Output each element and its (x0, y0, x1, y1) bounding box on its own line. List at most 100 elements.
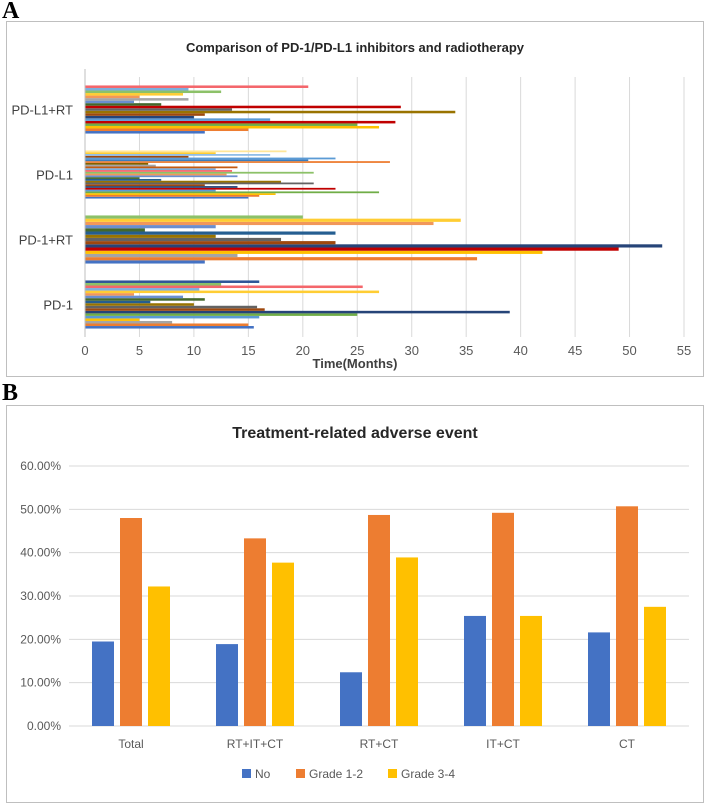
chart-a-bar (85, 300, 151, 304)
chart-a-bar (85, 177, 140, 179)
chart-a-bar (85, 315, 260, 319)
chart-a-x-axis-label: Time(Months) (313, 356, 398, 371)
chart-a-bar (85, 303, 194, 306)
chart-b-bar-grade-1-2 (368, 514, 390, 726)
chart-b-bar-grade-3-4 (272, 562, 294, 726)
chart-a-bar (85, 187, 336, 190)
chart-a-bar (85, 161, 390, 163)
chart-a-bar (85, 98, 189, 101)
chart-b: Treatment-related adverse event 0.00% 10.0… (20, 425, 689, 781)
chart-b-y-tick-label: 60.00% (20, 459, 61, 473)
panel-a-letter: A (2, 0, 20, 24)
chart-a-bar (85, 282, 222, 286)
chart-a-bar (85, 95, 140, 99)
chart-a-category-label: PD-1 (43, 298, 73, 313)
chart-a-bar (85, 128, 249, 132)
chart-a-bar (85, 310, 510, 314)
chart-a-bar (85, 318, 140, 321)
chart-a-bar (85, 228, 145, 232)
chart-a-bar (85, 253, 238, 258)
chart-b-y-tick-label: 0.00% (27, 719, 61, 733)
chart-a-category-label: PD-L1 (36, 168, 73, 183)
chart-a-bar (85, 93, 184, 96)
chart-a-bar (85, 118, 271, 121)
chart-a-bar (85, 323, 249, 327)
chart-a: Comparison of PD-1/PD-L1 inhibitors and … (11, 40, 691, 371)
chart-a-bar (85, 159, 309, 162)
chart-a-x-tick-label: 15 (241, 343, 255, 358)
chart-b-bar-grade-1-2 (616, 506, 638, 726)
chart-a-bar (85, 157, 336, 160)
chart-a-x-tick-label: 35 (459, 343, 473, 358)
chart-a-bar (85, 155, 189, 158)
chart-a-bar (85, 108, 233, 111)
chart-a-x-tick-label: 55 (677, 343, 691, 358)
chart-a-bar (85, 225, 216, 229)
chart-a-bar (85, 168, 216, 171)
chart-b-bar-grade-3-4 (520, 615, 542, 726)
chart-a-bar (85, 170, 233, 172)
chart-a-bar (85, 182, 314, 185)
chart-a-bar (85, 280, 260, 283)
chart-a-bar (85, 186, 238, 188)
chart-b-category-label: Total (118, 737, 143, 751)
chart-a-bar (85, 173, 227, 176)
chart-b-y-tick-label: 20.00% (20, 632, 61, 646)
chart-a-bar (85, 244, 663, 248)
chart-a-bar (85, 250, 543, 254)
chart-b-legend-swatch (388, 769, 397, 778)
chart-a-bar (85, 194, 260, 197)
chart-b-bar-grade-3-4 (148, 586, 170, 726)
chart-b-category-label: IT+CT (486, 737, 520, 751)
chart-a-x-tick-label: 50 (622, 343, 636, 358)
chart-a-x-tick-label: 20 (296, 343, 310, 358)
chart-b-frame: Treatment-related adverse event 0.00% 10.0… (6, 405, 704, 803)
chart-a-bar (85, 171, 314, 174)
chart-b-bar-no (92, 641, 114, 726)
chart-a-bar (85, 290, 380, 294)
chart-a-bar (85, 241, 336, 245)
chart-a-bar (85, 166, 238, 169)
chart-a-bar (85, 85, 309, 88)
chart-a-x-tick-label: 30 (404, 343, 418, 358)
chart-a-bar (85, 257, 478, 261)
chart-b-title: Treatment-related adverse event (232, 425, 478, 442)
chart-a-bar (85, 175, 238, 178)
chart-a-x-tick-label: 40 (513, 343, 527, 358)
chart-a-bar (85, 189, 216, 192)
chart-b-bar-grade-1-2 (492, 512, 514, 726)
chart-a-bar (85, 178, 162, 181)
chart-a-bar (85, 247, 619, 251)
chart-a-category-label: PD-1+RT (19, 233, 73, 248)
chart-a-bar (85, 184, 205, 187)
chart-b-legend-swatch (296, 769, 305, 778)
chart-a-bar (85, 125, 380, 129)
chart-b-bar-grade-1-2 (120, 518, 142, 726)
chart-a-category-label: PD-L1+RT (11, 103, 73, 118)
chart-a-bar (85, 293, 135, 296)
chart-b-bar-grade-3-4 (396, 557, 418, 726)
chart-a-bar (85, 305, 258, 309)
chart-b-category-label: RT+CT (360, 737, 399, 751)
chart-a-x-tick-label: 25 (350, 343, 364, 358)
chart-a-bar (85, 285, 363, 289)
chart-a-bar (85, 231, 336, 235)
chart-a-frame: Comparison of PD-1/PD-L1 inhibitors and … (6, 21, 704, 377)
chart-a-bar (85, 103, 162, 106)
chart-b-category-label: RT+IT+CT (227, 737, 284, 751)
chart-a-bar (85, 298, 205, 301)
chart-a-bar (85, 120, 396, 124)
chart-a-bar (85, 196, 249, 199)
chart-b-category-label: CT (619, 737, 636, 751)
chart-b-y-tick-label: 30.00% (20, 589, 61, 603)
chart-a-bar (85, 193, 276, 195)
chart-a-bar (85, 221, 434, 226)
chart-a-bar (85, 180, 282, 183)
chart-a-bar (85, 100, 135, 104)
chart-a-bar (85, 162, 149, 165)
chart-a-bar (85, 154, 271, 156)
chart-a-bar (85, 191, 380, 194)
chart-b-legend-label: Grade 3-4 (401, 767, 455, 781)
chart-b-bar-grade-3-4 (644, 606, 666, 726)
chart-a-bar (85, 313, 358, 316)
